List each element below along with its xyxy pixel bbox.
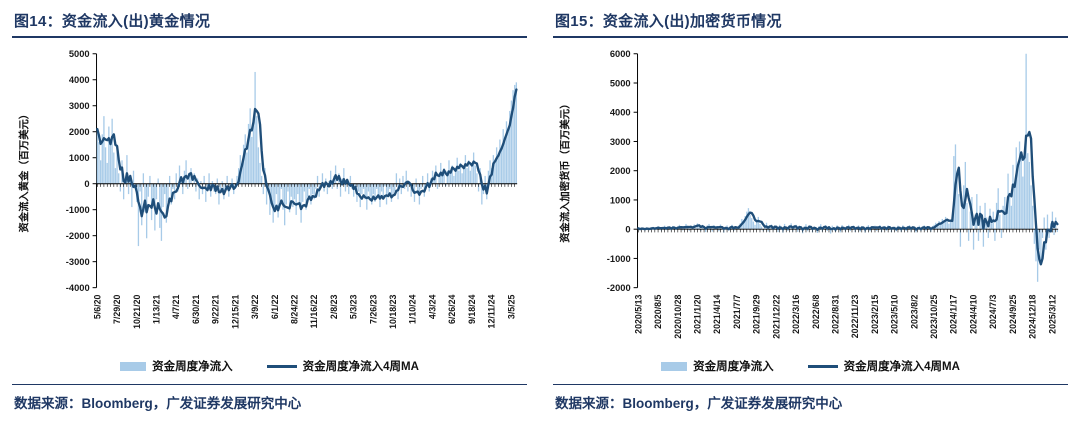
svg-text:资金流入加密货币（百万美元）: 资金流入加密货币（百万美元） (559, 99, 572, 243)
svg-text:3000: 3000 (610, 137, 631, 147)
gold-flow-panel: 图14：资金流入(出)黄金情况 5000 4000 3000 2000 1000 0 -10… (12, 8, 527, 412)
legend-label-ma: 资金周度净流入4周MA (302, 361, 419, 374)
svg-text:1/13/21: 1/13/21 (151, 294, 161, 324)
svg-text:5/6/20: 5/6/20 (92, 294, 102, 319)
chart-title-crypto: 图15：资金流入(出)加密货币情况 (553, 8, 1068, 38)
crypto-flow-chart: 6000500040003000200010000-1000-20002020/… (559, 49, 1059, 339)
svg-text:-4000: -4000 (66, 283, 90, 293)
svg-text:3000: 3000 (69, 101, 90, 111)
svg-text:-1000: -1000 (607, 254, 631, 264)
svg-text:2023/5/10: 2023/5/10 (890, 294, 900, 333)
legend-item-bars: 资金周度净流入 (120, 358, 233, 374)
legend-item-ma: 资金周度净流入4周MA (266, 358, 419, 374)
chart-legend: 资金周度净流入 资金周度净流入4周MA (12, 358, 527, 374)
svg-text:6/30/21: 6/30/21 (191, 294, 201, 324)
svg-text:1000: 1000 (69, 153, 90, 163)
svg-text:2021/12/22: 2021/12/22 (771, 294, 781, 338)
svg-text:0: 0 (625, 225, 630, 235)
svg-text:9/18/24: 9/18/24 (467, 294, 477, 324)
svg-text:-1000: -1000 (66, 205, 90, 215)
svg-text:-3000: -3000 (66, 257, 90, 267)
svg-text:0: 0 (84, 179, 89, 189)
svg-text:6000: 6000 (610, 49, 631, 59)
svg-text:2021/4/14: 2021/4/14 (712, 294, 722, 333)
bar-swatch-icon (661, 361, 688, 371)
svg-text:2021/9/29: 2021/9/29 (752, 294, 762, 333)
svg-text:3/5/25: 3/5/25 (506, 294, 516, 319)
svg-text:5/3/23: 5/3/23 (349, 294, 359, 319)
legend-label-ma: 资金周度净流入4周MA (843, 361, 960, 374)
svg-text:1/10/24: 1/10/24 (408, 294, 418, 324)
svg-text:2024/1/17: 2024/1/17 (949, 294, 959, 333)
svg-text:10/21/20: 10/21/20 (132, 294, 142, 328)
svg-text:5000: 5000 (610, 78, 631, 88)
svg-text:2024/4/10: 2024/4/10 (968, 294, 978, 333)
svg-text:2024/9/25: 2024/9/25 (1008, 294, 1018, 333)
line-swatch-icon (807, 364, 838, 369)
legend-label-bars: 资金周度净流入 (152, 361, 233, 374)
svg-text:2000: 2000 (610, 166, 631, 176)
svg-text:1000: 1000 (610, 195, 631, 205)
svg-text:7/29/20: 7/29/20 (112, 294, 122, 324)
svg-text:4000: 4000 (69, 75, 90, 85)
svg-text:7/26/23: 7/26/23 (368, 294, 378, 324)
svg-text:3/9/22: 3/9/22 (250, 294, 260, 319)
svg-text:4/3/24: 4/3/24 (427, 294, 437, 319)
bar-swatch-icon (120, 361, 147, 371)
svg-text:2020/10/28: 2020/10/28 (673, 294, 683, 338)
svg-text:2/8/23: 2/8/23 (329, 294, 339, 319)
legend-label-bars: 资金周度净流入 (693, 361, 774, 374)
svg-text:2000: 2000 (69, 127, 90, 137)
chart-legend: 资金周度净流入 资金周度净流入4周MA (553, 358, 1068, 374)
svg-text:2020/8/5: 2020/8/5 (653, 294, 663, 328)
chart-title-gold: 图14：资金流入(出)黄金情况 (12, 8, 527, 38)
svg-text:4000: 4000 (610, 108, 631, 118)
source-note: 数据来源：Bloomberg，广发证券发展研究中心 (12, 384, 527, 412)
svg-text:9/22/21: 9/22/21 (211, 294, 221, 324)
svg-text:12/15/21: 12/15/21 (230, 294, 240, 328)
svg-text:2024/12/18: 2024/12/18 (1028, 294, 1038, 338)
gold-flow-chart: 5000 4000 3000 2000 1000 0 -1000 -2000 -3000 -400… (18, 49, 518, 329)
svg-text:2021/7/7: 2021/7/7 (732, 294, 742, 328)
svg-text:2023/2/15: 2023/2/15 (870, 294, 880, 333)
svg-text:11/16/22: 11/16/22 (309, 294, 319, 328)
source-note: 数据来源：Bloomberg，广发证券发展研究中心 (553, 384, 1068, 412)
legend-item-bars: 资金周度净流入 (661, 358, 774, 374)
svg-text:12/11/24: 12/11/24 (487, 294, 497, 328)
svg-text:2024/7/3: 2024/7/3 (988, 294, 998, 328)
legend-item-ma: 资金周度净流入4周MA (807, 358, 960, 374)
line-swatch-icon (266, 364, 297, 369)
svg-text:2020/5/13: 2020/5/13 (633, 294, 643, 333)
svg-text:2023/10/25: 2023/10/25 (929, 294, 939, 338)
svg-text:资金流入黄金（百万美元）: 资金流入黄金（百万美元） (18, 109, 31, 233)
svg-text:4/7/21: 4/7/21 (171, 294, 181, 319)
svg-text:8/24/22: 8/24/22 (290, 294, 300, 324)
svg-text:2022/8/31: 2022/8/31 (831, 294, 841, 333)
svg-text:6/1/22: 6/1/22 (270, 294, 280, 319)
svg-text:10/18/23: 10/18/23 (388, 294, 398, 328)
svg-text:2025/3/12: 2025/3/12 (1047, 294, 1057, 333)
svg-text:2021/1/20: 2021/1/20 (692, 294, 702, 333)
svg-text:2022/3/16: 2022/3/16 (791, 294, 801, 333)
svg-text:6/26/24: 6/26/24 (447, 294, 457, 324)
svg-text:2023/8/2: 2023/8/2 (909, 294, 919, 328)
crypto-flow-panel: 图15：资金流入(出)加密货币情况 6000 5000 4000 3000 2000 10… (553, 8, 1068, 412)
svg-text:2022/6/8: 2022/6/8 (811, 294, 821, 328)
svg-text:5000: 5000 (69, 49, 90, 59)
svg-text:-2000: -2000 (607, 283, 631, 293)
svg-text:-2000: -2000 (66, 231, 90, 241)
svg-text:2022/11/23: 2022/11/23 (850, 294, 860, 338)
